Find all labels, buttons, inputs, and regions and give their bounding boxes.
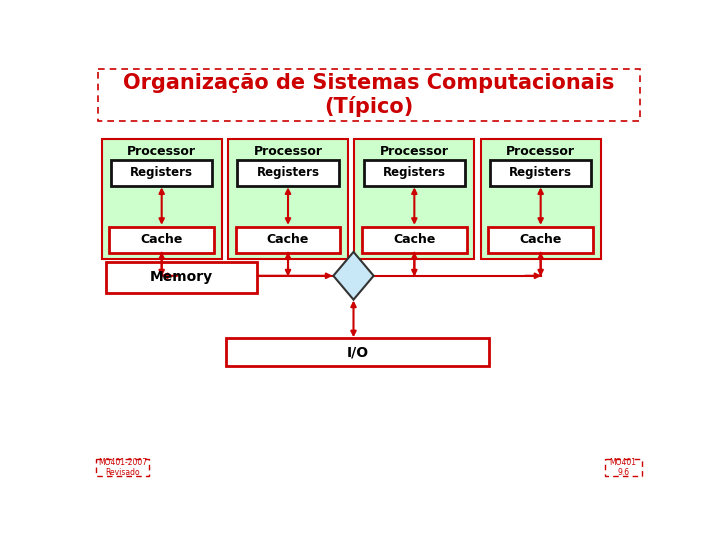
Text: MO401
9.6: MO401 9.6 <box>610 458 636 477</box>
Bar <box>109 226 214 253</box>
Text: MO401-2007
Revisado: MO401-2007 Revisado <box>98 458 147 477</box>
Text: Memory: Memory <box>150 271 212 285</box>
Bar <box>364 159 465 186</box>
Bar <box>488 226 593 253</box>
Bar <box>106 262 256 293</box>
Bar <box>362 226 467 253</box>
Text: Cache: Cache <box>519 233 562 246</box>
Bar <box>354 139 474 259</box>
Bar <box>235 226 341 253</box>
Text: I/O: I/O <box>346 345 369 359</box>
Text: Processor: Processor <box>127 145 196 158</box>
Text: Cache: Cache <box>267 233 309 246</box>
Text: Cache: Cache <box>140 233 183 246</box>
Bar <box>111 159 212 186</box>
Bar <box>481 139 600 259</box>
Bar <box>102 139 222 259</box>
Bar <box>98 69 640 121</box>
Bar <box>605 459 642 476</box>
Text: Processor: Processor <box>506 145 575 158</box>
Polygon shape <box>333 252 374 300</box>
Text: Processor: Processor <box>253 145 323 158</box>
Text: Processor: Processor <box>380 145 449 158</box>
Bar <box>490 159 591 186</box>
Bar <box>238 159 339 186</box>
Text: Organização de Sistemas Computacionais
(Típico): Organização de Sistemas Computacionais (… <box>123 73 615 117</box>
Bar <box>225 338 489 366</box>
Text: Cache: Cache <box>393 233 436 246</box>
Text: Registers: Registers <box>383 166 446 179</box>
Bar <box>96 459 149 476</box>
Bar <box>228 139 348 259</box>
Text: Registers: Registers <box>130 166 193 179</box>
Text: Registers: Registers <box>256 166 320 179</box>
Text: Registers: Registers <box>509 166 572 179</box>
